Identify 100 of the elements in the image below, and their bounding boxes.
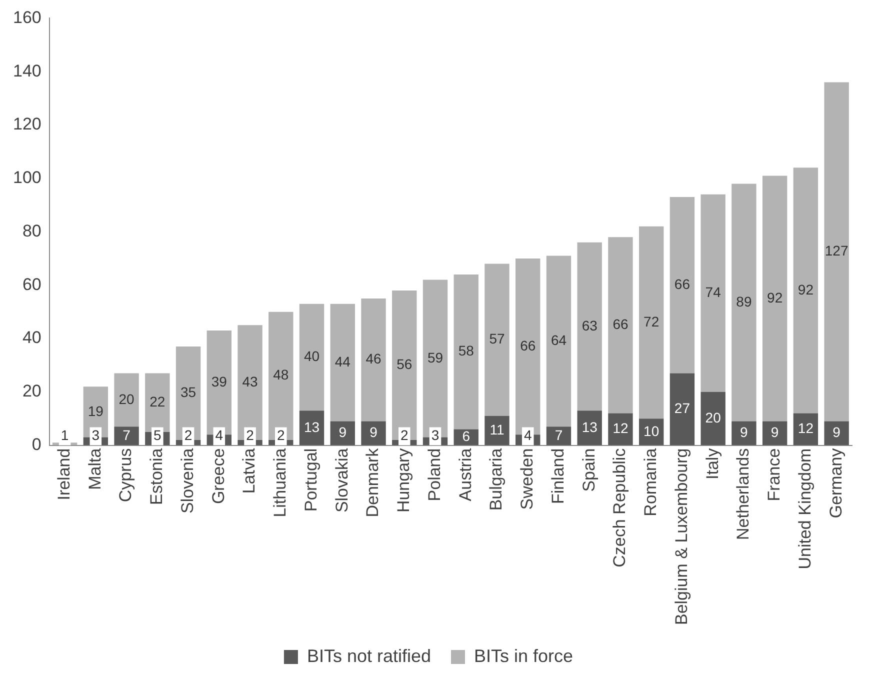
bar xyxy=(546,256,572,427)
data-label: 12 xyxy=(798,420,814,436)
bar xyxy=(670,373,695,446)
data-label: 2 xyxy=(184,427,192,444)
x-tick-label: Latvia xyxy=(240,448,259,494)
data-label: 66 xyxy=(612,316,628,332)
bar xyxy=(176,346,201,440)
x-tick-label: Portugal xyxy=(301,448,320,512)
data-label: 74 xyxy=(705,284,722,300)
x-tick-label: Malta xyxy=(85,448,104,490)
x-tick-label: Germany xyxy=(826,448,846,518)
y-tick-label: 120 xyxy=(12,114,42,134)
data-label: 43 xyxy=(242,373,258,390)
data-label: 58 xyxy=(458,342,474,359)
data-label: 9 xyxy=(832,424,841,440)
data-label: 11 xyxy=(490,421,504,438)
data-label: 13 xyxy=(582,418,598,435)
data-label: 3 xyxy=(431,427,440,444)
bar xyxy=(824,82,849,422)
y-tick-label: 100 xyxy=(12,168,42,188)
bar xyxy=(361,421,386,446)
legend-label: BITs not ratified xyxy=(306,646,432,666)
y-tick-label: 40 xyxy=(22,328,42,348)
x-tick-label: Greece xyxy=(208,448,228,504)
data-label: 6 xyxy=(462,428,470,444)
bar xyxy=(114,373,139,427)
legend-label: BITs in force xyxy=(474,646,574,666)
data-label: 9 xyxy=(370,424,378,440)
x-tick-label: Romania xyxy=(641,448,660,516)
data-label: 27 xyxy=(674,400,690,416)
data-label: 57 xyxy=(489,330,505,347)
x-tick-label: Austria xyxy=(456,448,475,502)
data-label: 66 xyxy=(520,337,536,354)
x-tick-label: Bulgaria xyxy=(486,448,506,511)
bar xyxy=(732,184,756,422)
data-label: 22 xyxy=(150,393,166,410)
y-tick-label: 80 xyxy=(22,221,42,240)
data-label: 20 xyxy=(118,390,135,407)
bar xyxy=(330,421,355,446)
y-tick-label: 160 xyxy=(12,8,42,27)
bar xyxy=(268,312,294,440)
data-label: 63 xyxy=(582,317,598,334)
bar xyxy=(608,237,633,414)
bar xyxy=(484,264,510,416)
x-tick-label: Slovakia xyxy=(332,448,352,513)
x-tick-label: Czech Republic xyxy=(610,448,630,568)
bar xyxy=(670,197,695,374)
x-tick-label: Slovenia xyxy=(178,448,197,514)
bar xyxy=(700,392,726,446)
data-label: 39 xyxy=(211,373,228,390)
bar xyxy=(577,410,602,446)
y-tick-label: 20 xyxy=(22,382,42,401)
data-label: 12 xyxy=(612,420,628,436)
x-tick-label: Poland xyxy=(424,448,444,502)
data-label: 40 xyxy=(304,348,320,364)
bar xyxy=(700,194,726,392)
bar xyxy=(299,304,324,411)
bar xyxy=(299,410,324,446)
data-label: 5 xyxy=(154,427,162,444)
data-label: 4 xyxy=(524,427,532,444)
bar xyxy=(793,168,818,414)
data-label: 44 xyxy=(334,353,351,370)
data-label: 92 xyxy=(798,281,814,298)
data-label: 2 xyxy=(276,427,285,444)
bar xyxy=(546,426,572,446)
data-label: 9 xyxy=(338,424,347,440)
bar xyxy=(824,421,849,446)
y-tick-label: 140 xyxy=(12,61,42,80)
bar xyxy=(638,226,664,419)
bar xyxy=(238,325,262,440)
data-label: 10 xyxy=(644,422,660,439)
bar xyxy=(330,304,355,422)
bar xyxy=(608,413,633,446)
y-tick-label: 0 xyxy=(32,434,42,454)
data-label: 19 xyxy=(88,402,104,419)
x-tick-label: Sweden xyxy=(518,448,537,510)
x-tick-label: Belgium & Luxembourg xyxy=(672,448,691,626)
bar xyxy=(361,298,386,422)
data-label: 13 xyxy=(304,418,320,435)
data-label: 59 xyxy=(427,349,444,366)
bar xyxy=(484,416,510,446)
data-label: 2 xyxy=(400,427,408,444)
data-label: 89 xyxy=(736,293,752,310)
data-label: 2 xyxy=(246,427,254,444)
bar xyxy=(114,426,139,446)
x-tick-label: Cyprus xyxy=(116,448,136,502)
data-label: 4 xyxy=(215,427,224,444)
data-label: 127 xyxy=(824,242,848,259)
data-label: 9 xyxy=(770,424,779,440)
bar xyxy=(732,421,756,446)
data-label: 7 xyxy=(122,426,131,443)
bar xyxy=(392,290,417,440)
x-tick-label: United Kingdom xyxy=(795,448,814,570)
data-label: 66 xyxy=(674,276,690,292)
x-tick-label: Hungary xyxy=(394,448,414,513)
x-tick-label: Lithuania xyxy=(270,448,290,518)
x-tick-label: France xyxy=(764,448,784,502)
data-label: 92 xyxy=(767,289,783,306)
data-label: 64 xyxy=(550,332,567,348)
x-tick-label: Italy xyxy=(702,448,722,480)
